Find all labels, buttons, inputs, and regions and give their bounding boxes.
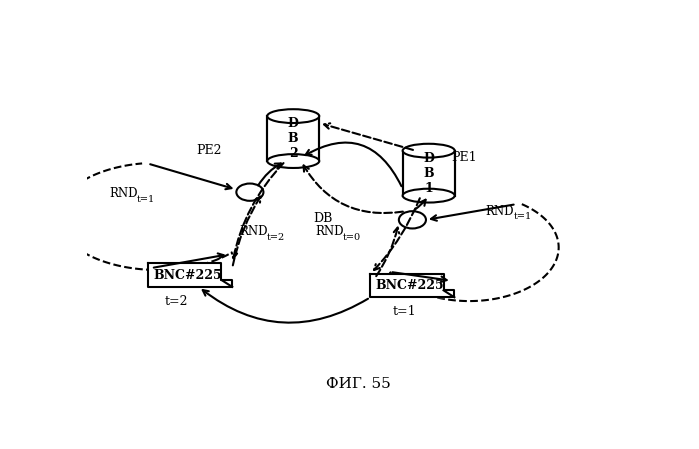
Text: PE2: PE2: [196, 144, 222, 157]
Ellipse shape: [267, 109, 319, 123]
Polygon shape: [148, 264, 232, 287]
Text: D
B
2: D B 2: [288, 117, 298, 160]
Text: RND: RND: [239, 225, 268, 238]
Text: t=1: t=1: [392, 305, 416, 318]
Text: ФИГ. 55: ФИГ. 55: [326, 377, 391, 391]
Text: BNC#225: BNC#225: [375, 279, 444, 292]
Ellipse shape: [403, 189, 454, 202]
Text: D
B
1: D B 1: [423, 152, 434, 195]
Text: RND: RND: [109, 187, 138, 200]
Text: RND: RND: [315, 225, 343, 238]
Text: t=1: t=1: [514, 212, 532, 221]
Text: t=1: t=1: [137, 195, 155, 204]
Text: RND: RND: [486, 205, 514, 218]
Polygon shape: [267, 116, 319, 161]
Polygon shape: [370, 274, 454, 297]
Polygon shape: [403, 151, 454, 196]
Text: t=0: t=0: [343, 233, 361, 242]
Ellipse shape: [403, 144, 454, 158]
Circle shape: [399, 211, 426, 229]
Ellipse shape: [267, 154, 319, 168]
Text: t=2: t=2: [165, 295, 189, 308]
Circle shape: [236, 184, 264, 201]
Text: PE1: PE1: [451, 151, 477, 164]
Text: DB: DB: [313, 211, 333, 224]
Text: t=2: t=2: [267, 233, 285, 242]
Text: BNC#225: BNC#225: [153, 269, 222, 282]
